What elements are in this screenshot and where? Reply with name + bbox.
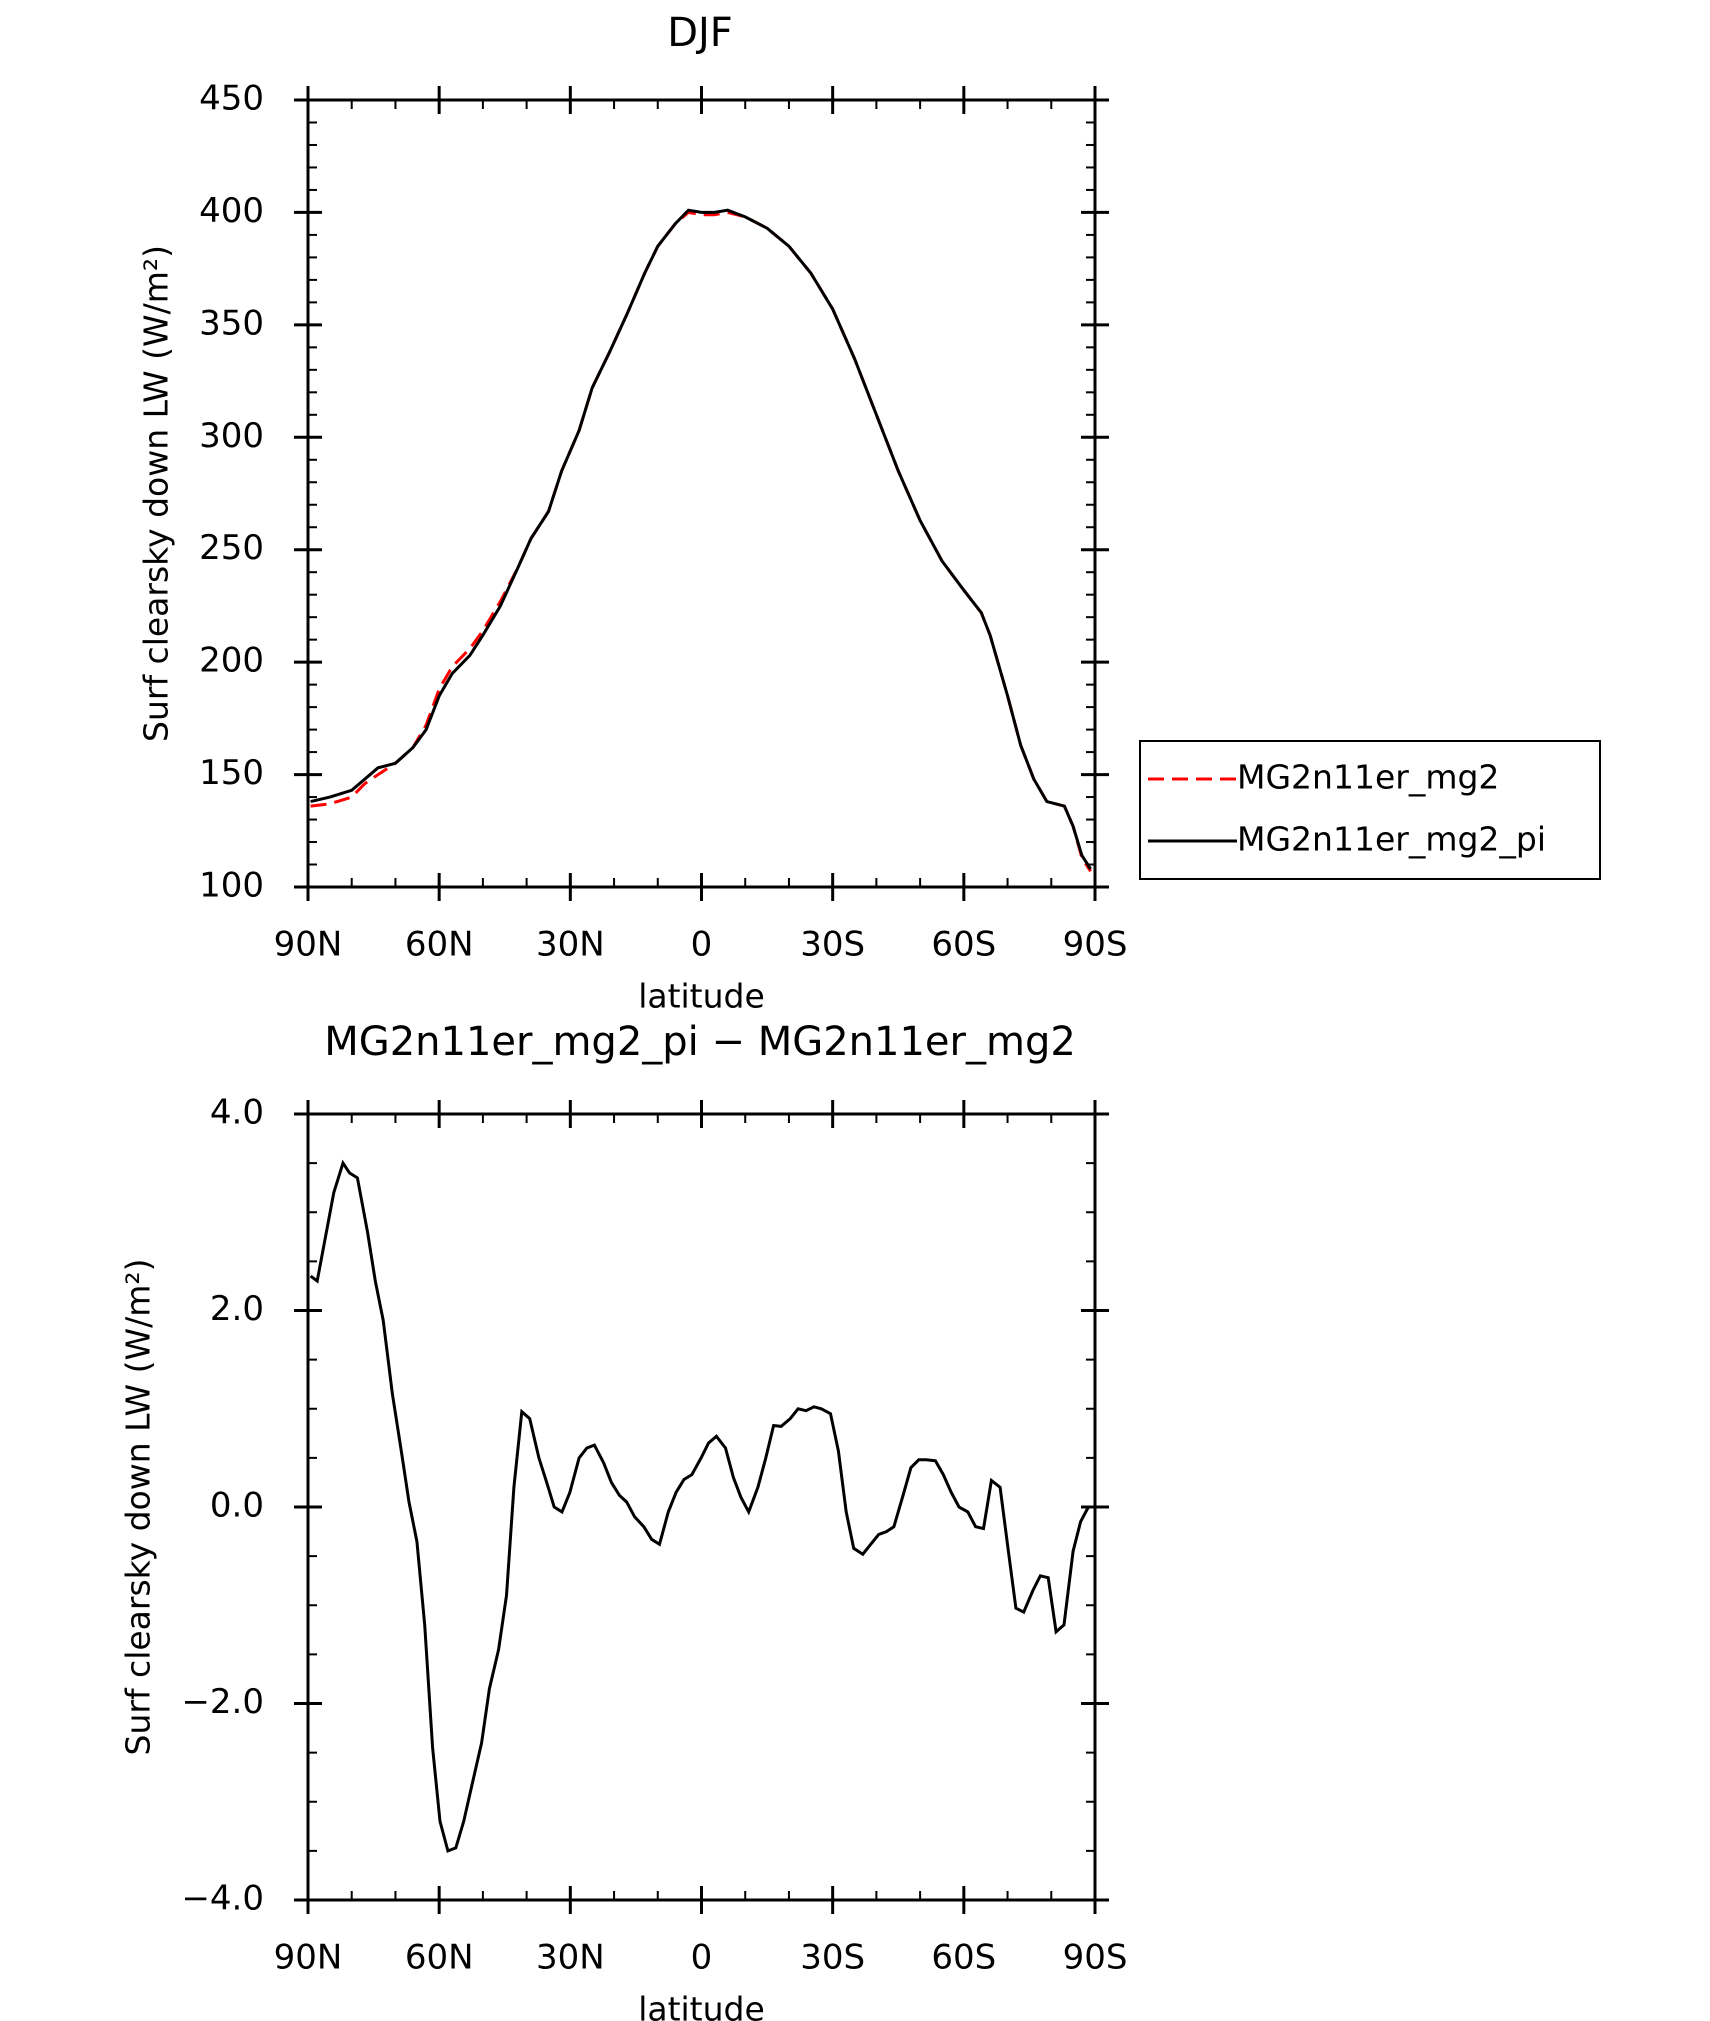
x-tick-label: 0 bbox=[691, 1938, 713, 1978]
x-tick-label: 60S bbox=[931, 1938, 996, 1978]
plot-frame bbox=[306, 1112, 1097, 1902]
y-tick-label: 300 bbox=[199, 416, 264, 456]
data-line bbox=[309, 1159, 1090, 1853]
x-tick-label: 30N bbox=[536, 1938, 605, 1978]
chart-title: DJF bbox=[667, 10, 733, 56]
plot-frame bbox=[306, 98, 1097, 889]
y-tick-label: 450 bbox=[199, 79, 264, 119]
y-tick-label: 0.0 bbox=[210, 1486, 264, 1526]
y-tick-label: 4.0 bbox=[210, 1093, 264, 1133]
y-tick-label: 250 bbox=[199, 528, 264, 568]
x-tick-label: 90S bbox=[1063, 1938, 1128, 1978]
y-tick-label: 2.0 bbox=[210, 1289, 264, 1329]
y-tick-label: −2.0 bbox=[181, 1682, 264, 1722]
y-tick-label: 100 bbox=[199, 866, 264, 906]
x-tick-label: 30S bbox=[800, 1938, 865, 1978]
y-tick-label: 200 bbox=[199, 641, 264, 681]
y-tick-label: 350 bbox=[199, 303, 264, 343]
data-line bbox=[310, 208, 1092, 870]
y-tick-label: 400 bbox=[199, 191, 264, 231]
legend-label: MG2n11er_mg2 bbox=[1237, 758, 1499, 797]
y-axis-label: Surf clearsky down LW (W/m²) bbox=[119, 1259, 158, 1756]
x-tick-label: 90S bbox=[1063, 925, 1128, 965]
chart-title: MG2n11er_mg2_pi − MG2n11er_mg2 bbox=[324, 1019, 1076, 1065]
x-tick-label: 60N bbox=[405, 1938, 474, 1978]
y-axis-label: Surf clearsky down LW (W/m²) bbox=[137, 245, 176, 742]
data-line bbox=[310, 210, 1092, 873]
y-tick-label: −4.0 bbox=[181, 1879, 264, 1919]
x-tick-label: 30S bbox=[800, 925, 865, 965]
legend-box bbox=[1139, 740, 1601, 880]
y-tick-label: 150 bbox=[199, 753, 264, 793]
x-axis-label: latitude bbox=[638, 977, 765, 1016]
x-tick-label: 90N bbox=[274, 925, 343, 965]
x-tick-label: 90N bbox=[274, 1938, 343, 1978]
x-tick-label: 30N bbox=[536, 925, 605, 965]
x-tick-label: 0 bbox=[691, 925, 713, 965]
legend-label: MG2n11er_mg2_pi bbox=[1237, 820, 1546, 859]
x-tick-label: 60N bbox=[405, 925, 474, 965]
x-axis-label: latitude bbox=[638, 1990, 765, 2021]
x-tick-label: 60S bbox=[931, 925, 996, 965]
